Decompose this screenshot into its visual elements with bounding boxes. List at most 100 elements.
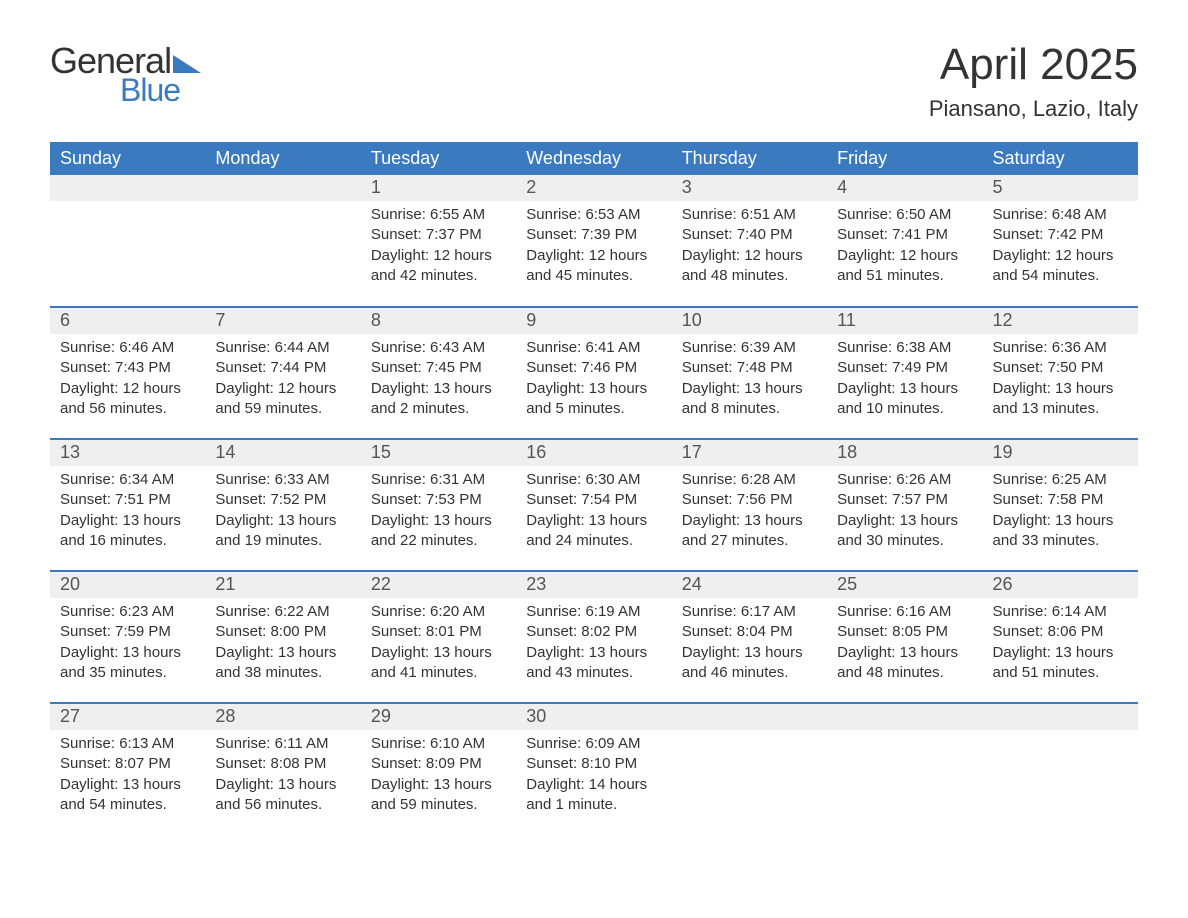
sunrise-line: Sunrise: 6:33 AM [215, 470, 350, 490]
calendar-day-cell: 20Sunrise: 6:23 AMSunset: 7:59 PMDayligh… [50, 571, 205, 703]
day-number: 25 [827, 572, 982, 598]
sunset-line: Sunset: 8:08 PM [215, 754, 350, 774]
day-body: Sunrise: 6:09 AMSunset: 8:10 PMDaylight:… [516, 730, 671, 823]
day-body: Sunrise: 6:20 AMSunset: 8:01 PMDaylight:… [361, 598, 516, 691]
sunrise-line: Sunrise: 6:36 AM [993, 338, 1128, 358]
calendar-day-cell: 4 Sunrise: 6:50 AMSunset: 7:41 PMDaylight… [827, 175, 982, 307]
calendar-day-cell: 11Sunrise: 6:38 AMSunset: 7:49 PMDayligh… [827, 307, 982, 439]
day-number: 28 [205, 704, 360, 730]
sunrise-line: Sunrise: 6:19 AM [526, 602, 661, 622]
calendar-day-cell [827, 703, 982, 835]
calendar-day-cell [983, 703, 1138, 835]
sunset-line: Sunset: 8:10 PM [526, 754, 661, 774]
daylight-line: Daylight: 12 hours and 42 minutes. [371, 246, 506, 287]
sunrise-line: Sunrise: 6:34 AM [60, 470, 195, 490]
calendar-day-cell [205, 175, 360, 307]
day-body: Sunrise: 6:25 AMSunset: 7:58 PMDaylight:… [983, 466, 1138, 559]
calendar-day-cell: 30Sunrise: 6:09 AMSunset: 8:10 PMDayligh… [516, 703, 671, 835]
daylight-line: Daylight: 13 hours and 43 minutes. [526, 643, 661, 684]
calendar-body: 1Sunrise: 6:55 AMSunset: 7:37 PMDaylight… [50, 175, 1138, 835]
day-number: 4 [827, 175, 982, 201]
calendar-day-cell: 27Sunrise: 6:13 AMSunset: 8:07 PMDayligh… [50, 703, 205, 835]
header: General Blue April 2025 Piansano, Lazio,… [50, 40, 1138, 122]
sunrise-line: Sunrise: 6:11 AM [215, 734, 350, 754]
calendar-week-row: 1Sunrise: 6:55 AMSunset: 7:37 PMDaylight… [50, 175, 1138, 307]
logo-triangle-icon [173, 55, 201, 73]
sunrise-line: Sunrise: 6:26 AM [837, 470, 972, 490]
day-number [983, 704, 1138, 730]
day-number: 13 [50, 440, 205, 466]
sunrise-line: Sunrise: 6:13 AM [60, 734, 195, 754]
calendar-day-cell: 29Sunrise: 6:10 AMSunset: 8:09 PMDayligh… [361, 703, 516, 835]
daylight-line: Daylight: 13 hours and 33 minutes. [993, 511, 1128, 552]
daylight-line: Daylight: 13 hours and 16 minutes. [60, 511, 195, 552]
day-body: Sunrise: 6:23 AMSunset: 7:59 PMDaylight:… [50, 598, 205, 691]
weekday-header: Thursday [672, 142, 827, 175]
sunset-line: Sunset: 8:06 PM [993, 622, 1128, 642]
sunrise-line: Sunrise: 6:09 AM [526, 734, 661, 754]
calendar-day-cell: 19Sunrise: 6:25 AMSunset: 7:58 PMDayligh… [983, 439, 1138, 571]
day-body: Sunrise: 6:11 AMSunset: 8:08 PMDaylight:… [205, 730, 360, 823]
day-number: 11 [827, 308, 982, 334]
weekday-header: Wednesday [516, 142, 671, 175]
sunset-line: Sunset: 7:39 PM [526, 225, 661, 245]
weekday-header: Friday [827, 142, 982, 175]
sunset-line: Sunset: 8:09 PM [371, 754, 506, 774]
calendar-day-cell: 18Sunrise: 6:26 AMSunset: 7:57 PMDayligh… [827, 439, 982, 571]
sunset-line: Sunset: 7:43 PM [60, 358, 195, 378]
sunrise-line: Sunrise: 6:50 AM [837, 205, 972, 225]
sunset-line: Sunset: 7:56 PM [682, 490, 817, 510]
day-number: 27 [50, 704, 205, 730]
day-number: 3 [672, 175, 827, 201]
day-body: Sunrise: 6:26 AMSunset: 7:57 PMDaylight:… [827, 466, 982, 559]
calendar-day-cell: 8Sunrise: 6:43 AMSunset: 7:45 PMDaylight… [361, 307, 516, 439]
daylight-line: Daylight: 13 hours and 19 minutes. [215, 511, 350, 552]
day-number: 2 [516, 175, 671, 201]
day-body: Sunrise: 6:31 AMSunset: 7:53 PMDaylight:… [361, 466, 516, 559]
day-body: Sunrise: 6:16 AMSunset: 8:05 PMDaylight:… [827, 598, 982, 691]
calendar-day-cell: 6Sunrise: 6:46 AMSunset: 7:43 PMDaylight… [50, 307, 205, 439]
day-number: 29 [361, 704, 516, 730]
day-body: Sunrise: 6:13 AMSunset: 8:07 PMDaylight:… [50, 730, 205, 823]
location: Piansano, Lazio, Italy [929, 96, 1138, 122]
day-body: Sunrise: 6:22 AMSunset: 8:00 PMDaylight:… [205, 598, 360, 691]
day-body: Sunrise: 6:14 AMSunset: 8:06 PMDaylight:… [983, 598, 1138, 691]
sunrise-line: Sunrise: 6:30 AM [526, 470, 661, 490]
logo-word-2: Blue [120, 72, 201, 109]
day-body [672, 730, 827, 742]
sunset-line: Sunset: 7:54 PM [526, 490, 661, 510]
day-number: 23 [516, 572, 671, 598]
day-body [983, 730, 1138, 742]
day-number: 20 [50, 572, 205, 598]
day-body: Sunrise: 6:46 AMSunset: 7:43 PMDaylight:… [50, 334, 205, 427]
sunrise-line: Sunrise: 6:16 AM [837, 602, 972, 622]
day-number: 24 [672, 572, 827, 598]
daylight-line: Daylight: 13 hours and 27 minutes. [682, 511, 817, 552]
sunset-line: Sunset: 7:41 PM [837, 225, 972, 245]
sunset-line: Sunset: 7:48 PM [682, 358, 817, 378]
daylight-line: Daylight: 13 hours and 59 minutes. [371, 775, 506, 816]
sunset-line: Sunset: 7:51 PM [60, 490, 195, 510]
day-number: 30 [516, 704, 671, 730]
sunrise-line: Sunrise: 6:48 AM [993, 205, 1128, 225]
sunrise-line: Sunrise: 6:28 AM [682, 470, 817, 490]
sunset-line: Sunset: 8:05 PM [837, 622, 972, 642]
sunset-line: Sunset: 7:46 PM [526, 358, 661, 378]
day-number: 18 [827, 440, 982, 466]
calendar-day-cell: 9Sunrise: 6:41 AMSunset: 7:46 PMDaylight… [516, 307, 671, 439]
weekday-header: Tuesday [361, 142, 516, 175]
weekday-header: Monday [205, 142, 360, 175]
sunrise-line: Sunrise: 6:31 AM [371, 470, 506, 490]
calendar-day-cell: 16Sunrise: 6:30 AMSunset: 7:54 PMDayligh… [516, 439, 671, 571]
calendar-day-cell: 28Sunrise: 6:11 AMSunset: 8:08 PMDayligh… [205, 703, 360, 835]
day-body: Sunrise: 6:36 AMSunset: 7:50 PMDaylight:… [983, 334, 1138, 427]
calendar-day-cell: 3Sunrise: 6:51 AMSunset: 7:40 PMDaylight… [672, 175, 827, 307]
daylight-line: Daylight: 12 hours and 51 minutes. [837, 246, 972, 287]
calendar-day-cell: 12Sunrise: 6:36 AMSunset: 7:50 PMDayligh… [983, 307, 1138, 439]
day-number: 1 [361, 175, 516, 201]
daylight-line: Daylight: 14 hours and 1 minute. [526, 775, 661, 816]
day-body [205, 201, 360, 213]
day-body: Sunrise: 6:41 AMSunset: 7:46 PMDaylight:… [516, 334, 671, 427]
day-number [50, 175, 205, 201]
sunset-line: Sunset: 8:04 PM [682, 622, 817, 642]
